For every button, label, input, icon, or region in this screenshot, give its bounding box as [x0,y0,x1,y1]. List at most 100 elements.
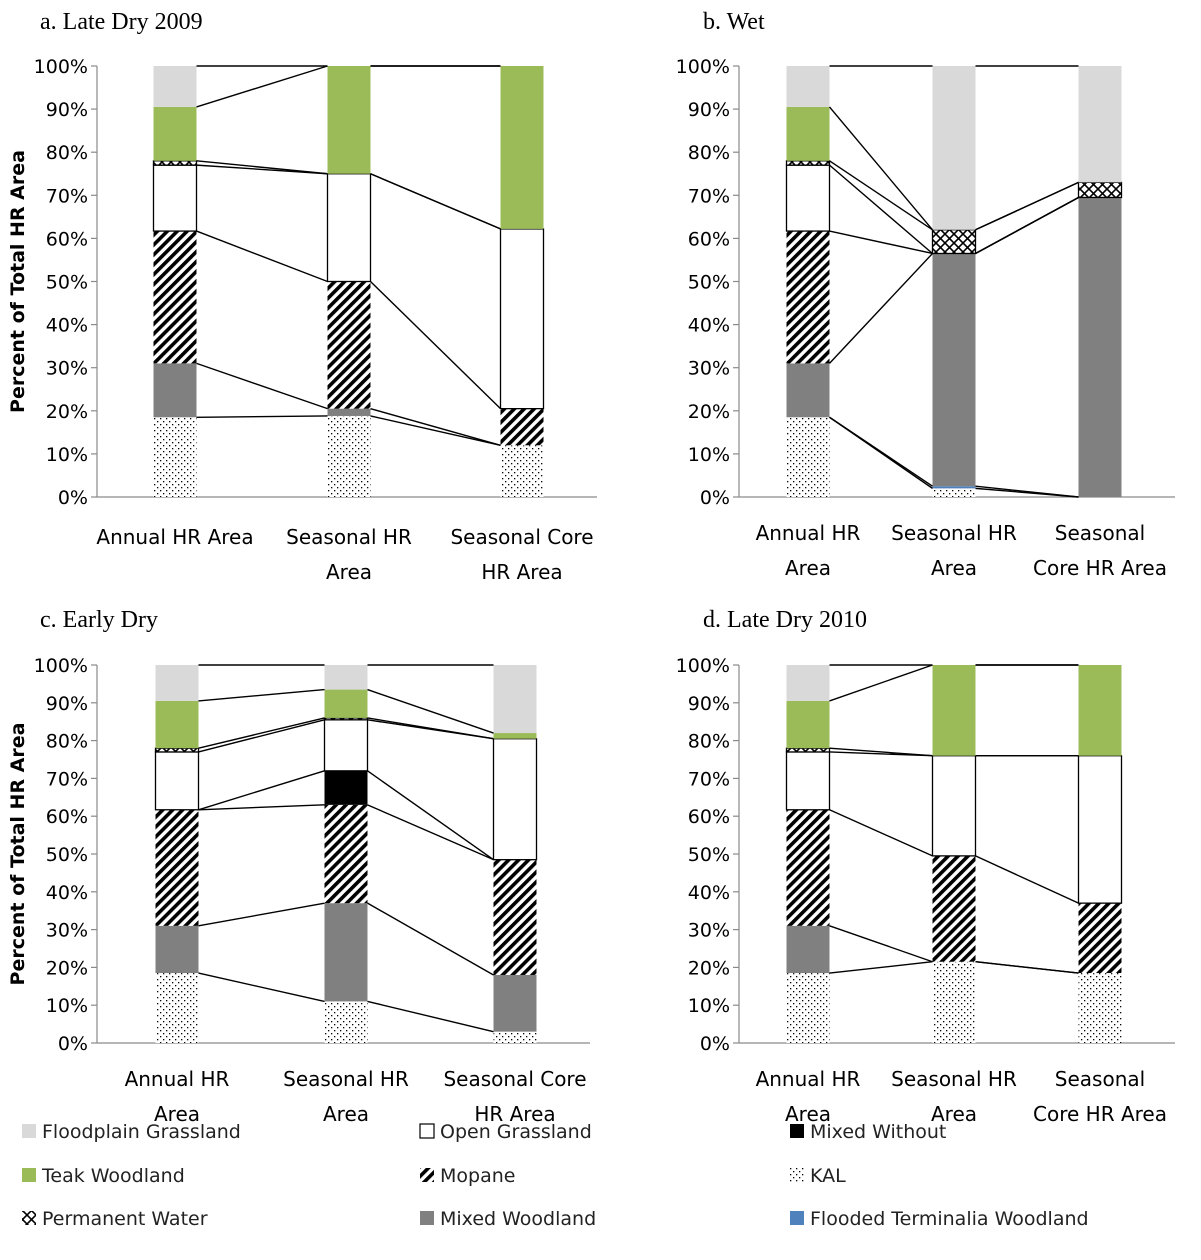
bar-segment-open-grassland [152,164,198,232]
x-category-label: Annual HR [125,1067,230,1091]
series-connector-line [367,688,494,734]
x-category-label: Area [323,1102,369,1126]
x-category-label: Seasonal Core [443,1067,586,1091]
legend-item-teak-woodland: Teak Woodland [22,1165,185,1187]
legend-label: Teak Woodland [41,1165,185,1187]
bar-segment-floodplain-grassland [1078,66,1122,183]
bar-segment-kal [324,1001,368,1043]
y-tick-label: 70% [688,185,730,207]
bar-segment-open-grassland [1077,755,1123,904]
bar-segment-kal [1078,973,1122,1043]
bar-segment-mopane [327,281,371,409]
bar-segment-mopane [153,231,197,364]
legend-label: Flooded Terminalia Woodland [810,1208,1089,1230]
series-connector-line [975,485,1079,498]
bar-segment-mixed-woodland [153,363,197,418]
y-tick-label: 90% [46,99,88,121]
y-tick-label: 20% [46,957,88,979]
bar-segment-permanent-water [154,747,200,753]
bar-segment-mopane [1078,903,1122,974]
legend-item-floodplain-grassland: Floodplain Grassland [22,1121,241,1143]
series-connector-line [198,688,325,702]
bar-segment-floodplain-grassland [324,665,368,690]
y-axis-label: Percent of Total HR Area [7,723,29,986]
series-connector-line [367,804,494,861]
series-connector-line [829,160,933,231]
bar-segment-kal [500,445,544,497]
y-tick-label: 80% [688,731,730,753]
y-tick-label: 90% [688,99,730,121]
y-tick-label: 70% [46,185,88,207]
bar-segment-kal [786,973,830,1043]
bar-segment-teak-woodland [153,106,197,161]
series-connector-line [828,106,934,231]
bar-segment-teak-woodland [932,665,976,756]
series-connector-line [198,972,325,1003]
series-connector-line [370,407,501,446]
x-category-label: Seasonal HR [283,1067,409,1091]
series-connector-line [829,925,933,963]
x-category-label: Seasonal [1055,521,1145,545]
bar-segment-open-grassland [323,719,369,772]
y-tick-label: 10% [46,444,88,466]
bar-segment-mixed-woodland [155,925,199,974]
bar-segment-permanent-water [785,747,831,753]
bar-segment-kal [786,417,830,497]
x-category-label: Seasonal Core [450,525,593,549]
legend-item-open-grassland: Open Grassland [419,1121,592,1143]
bar-segment-open-grassland [931,755,977,857]
y-axis-label: Percent of Total HR Area [7,150,29,413]
y-tick-label: 50% [46,272,88,294]
bar-segment-mixed-woodland [932,253,976,487]
series-connector-line [975,961,1079,974]
legend-label: Mixed Without [810,1121,946,1143]
panel-title: c. Early Dry [40,607,158,633]
bar-segment-mopane [155,809,199,926]
bar-segment-mopane [324,804,368,904]
bar-segment-mopane [786,809,830,926]
x-category-label: Annual HR [756,521,861,545]
bar-segment-mopane [500,408,544,446]
bar-segment-mixed-without [324,770,368,805]
legend-swatch [420,1168,434,1182]
bar-segment-teak-woodland [493,733,537,739]
bar-segment-permanent-water [323,717,369,721]
y-tick-label: 50% [688,844,730,866]
legend-label: KAL [810,1165,846,1187]
bar-segment-kal [153,417,197,497]
bar-segment-kal [932,488,976,497]
y-tick-label: 70% [688,768,730,790]
bar-segment-teak-woodland [500,66,544,229]
bar-segment-mopane [786,231,830,364]
legend-swatch [22,1124,36,1138]
series-connector-line [367,902,494,976]
series-connector-line [829,416,933,487]
bar-segment-teak-woodland [324,689,368,718]
panel-title: d. Late Dry 2010 [703,607,867,633]
bar-segment-floodplain-grassland [786,66,830,107]
y-tick-label: 40% [688,315,730,337]
series-connector-line [196,164,328,175]
x-category-label: Area [931,1102,977,1126]
y-tick-label: 0% [58,1033,88,1055]
bar-segment-floodplain-grassland [932,66,976,230]
bar-segment-mixed-woodland [786,363,830,418]
series-connector-line [367,1000,494,1033]
x-category-label: Core HR Area [1033,556,1167,580]
legend-label: Mixed Woodland [440,1208,596,1230]
bar-segment-permanent-water [931,229,977,255]
y-tick-label: 100% [676,56,730,78]
y-tick-label: 80% [688,142,730,164]
series-connector-line [367,717,494,740]
y-tick-label: 50% [688,272,730,294]
y-tick-label: 40% [688,882,730,904]
bar-segment-permanent-water [785,160,831,166]
y-tick-label: 100% [676,655,730,677]
legend-item-mixed-without: Mixed Without [790,1121,946,1143]
y-tick-label: 50% [46,844,88,866]
bar-segment-kal [493,1031,537,1043]
x-category-label: Area [154,1102,200,1126]
y-tick-label: 20% [688,957,730,979]
chart-panel-3: c. Early Dry Percent of Total HR Area 0% 10… [7,607,590,1126]
y-tick-label: 20% [46,401,88,423]
